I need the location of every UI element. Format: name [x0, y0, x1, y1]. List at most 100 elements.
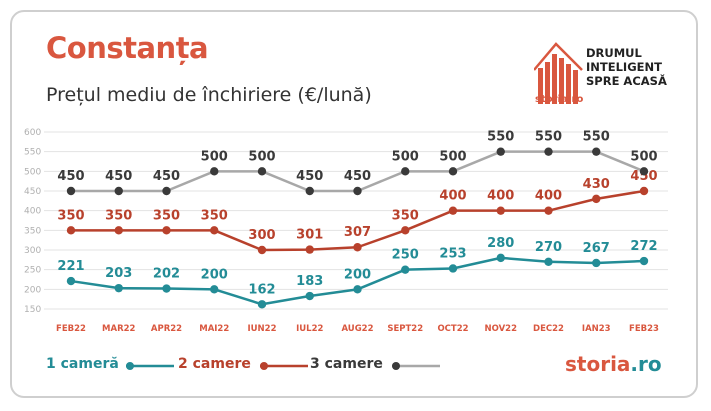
x-tick-label: APR22	[151, 324, 182, 334]
data-point-2-camere	[353, 243, 362, 252]
storia-logo-part2: .ro	[630, 352, 662, 376]
data-point-3-camere	[639, 167, 649, 176]
data-point-2-camere	[66, 226, 76, 235]
legend-label-1-camera: 1 cameră	[46, 356, 119, 372]
data-label-3-camere: 550	[487, 130, 514, 145]
data-point-1-camera	[544, 257, 553, 266]
data-point-1-camera	[305, 291, 314, 301]
data-label-1-camera: 202	[153, 267, 180, 282]
data-point-1-camera	[639, 256, 649, 266]
data-label-3-camere: 550	[583, 130, 610, 145]
data-point-2-camere	[448, 206, 458, 215]
data-point-3-camere	[496, 147, 505, 156]
grid-lines	[44, 131, 668, 310]
data-point-1-camera	[496, 253, 505, 263]
chart-subtitle: Prețul mediu de închiriere (€/lună)	[46, 84, 372, 106]
data-label-3-camere: 500	[201, 149, 228, 164]
data-label-2-camere: 430	[583, 177, 610, 192]
data-label-2-camere: 350	[392, 208, 419, 223]
y-tick-label: 500	[24, 167, 41, 177]
data-label-1-camera: 200	[201, 267, 228, 282]
data-label-1-camera: 200	[344, 267, 371, 282]
data-point-3-camere	[257, 167, 267, 176]
data-label-1-camera: 183	[296, 274, 323, 289]
data-label-3-camere: 550	[535, 130, 562, 145]
data-point-3-camere	[592, 147, 601, 156]
data-point-2-camere	[210, 226, 219, 235]
y-tick-label: 150	[24, 305, 41, 315]
data-point-1-camera	[114, 283, 123, 293]
data-label-3-camere: 450	[344, 169, 371, 184]
data-label-2-camere: 350	[105, 208, 132, 223]
brand-small-logo: storia.ro	[535, 94, 584, 105]
data-point-3-camere	[210, 167, 219, 176]
data-label-3-camere: 500	[392, 149, 419, 164]
x-tick-label: MAR22	[102, 324, 135, 334]
data-point-3-camere	[305, 186, 314, 196]
data-point-3-camere	[114, 186, 123, 196]
data-point-1-camera	[448, 264, 458, 273]
data-label-1-camera: 203	[105, 266, 132, 281]
data-point-1-camera	[592, 258, 601, 268]
data-point-1-camera	[257, 300, 267, 309]
data-label-2-camere: 400	[439, 189, 466, 204]
data-label-2-camere: 400	[487, 189, 514, 204]
data-point-3-camere	[162, 186, 171, 196]
data-point-2-camere	[305, 245, 314, 254]
x-tick-label: FEB22	[56, 324, 86, 334]
data-label-3-camere: 450	[105, 169, 132, 184]
data-label-1-camera: 162	[248, 282, 275, 297]
data-label-3-camere: 500	[248, 149, 275, 164]
x-tick-label: DEC22	[533, 324, 564, 334]
data-label-2-camere: 301	[296, 228, 323, 243]
data-point-3-camere	[401, 167, 410, 176]
data-label-1-camera: 270	[535, 240, 562, 255]
data-label-2-camere: 350	[153, 208, 180, 223]
y-tick-label: 300	[24, 246, 41, 256]
data-label-3-camere: 450	[296, 169, 323, 184]
series-lines: 221 203 202 200 162 183 200 250 253 280 270 267 272 3…	[57, 130, 658, 309]
storia-logo-part1: storia	[565, 352, 631, 376]
data-point-3-camere	[544, 147, 553, 156]
storia-logo: storia.ro	[565, 352, 662, 376]
x-tick-label: OCT22	[437, 324, 468, 334]
data-label-2-camere: 307	[344, 225, 371, 240]
data-point-2-camere	[544, 206, 553, 215]
chart-title: Constanța	[46, 31, 209, 65]
data-point-2-camere	[639, 186, 649, 196]
x-axis-ticks: FEB22 MAR22 APR22 MAI22 IUN22 IUL22 AUG22 SEPT2…	[56, 324, 659, 334]
x-tick-label: FEB23	[629, 324, 659, 334]
legend-item-2-camere: 2 camere	[178, 356, 251, 372]
y-tick-label: 350	[24, 226, 41, 236]
data-label-3-camere: 500	[630, 149, 657, 164]
data-point-1-camera	[162, 284, 171, 293]
brand-tagline: DRUMUL INTELIGENT SPRE ACASĂ	[586, 46, 667, 88]
data-point-2-camere	[162, 226, 171, 235]
legend-marker-3-camere	[392, 362, 400, 370]
x-tick-label: NOV22	[484, 324, 517, 334]
data-label-2-camere: 300	[248, 228, 275, 243]
data-label-1-camera: 253	[439, 246, 466, 261]
data-point-1-camera	[210, 285, 219, 294]
data-point-1-camera	[353, 285, 362, 294]
data-label-1-camera: 250	[392, 248, 419, 263]
legend-label-3-camere: 3 camere	[310, 356, 383, 372]
data-point-2-camere	[592, 194, 601, 204]
data-label-1-camera: 272	[630, 239, 657, 254]
data-label-2-camere: 350	[57, 208, 84, 223]
x-tick-label: IUN22	[247, 324, 276, 334]
data-point-2-camere	[496, 206, 505, 215]
y-tick-label: 250	[24, 266, 41, 276]
x-tick-label: AUG22	[341, 324, 373, 334]
y-tick-label: 400	[24, 207, 41, 217]
data-point-3-camere	[448, 167, 458, 176]
x-tick-label: IUL22	[296, 324, 323, 334]
data-point-3-camere	[66, 186, 76, 196]
data-label-2-camere: 400	[535, 189, 562, 204]
x-tick-label: IAN23	[582, 324, 611, 334]
data-label-2-camere: 350	[201, 208, 228, 223]
legend-label-2-camere: 2 camere	[178, 356, 251, 372]
legend-item-3-camere: 3 camere	[310, 356, 383, 372]
y-tick-label: 200	[24, 285, 41, 295]
